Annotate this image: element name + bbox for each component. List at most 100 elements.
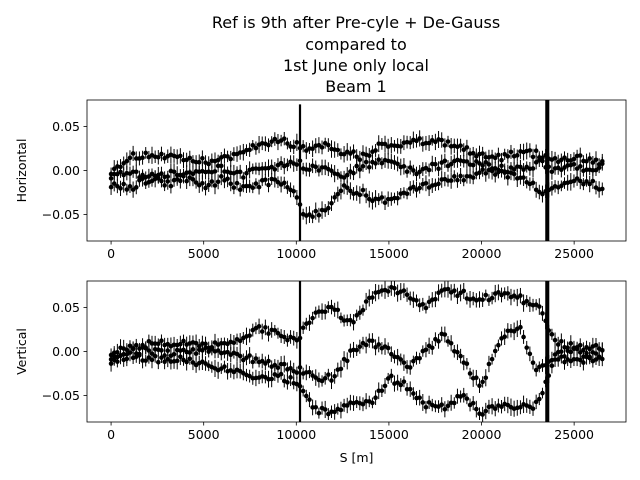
data-point bbox=[474, 406, 479, 412]
title-line-3: 1st June only local bbox=[283, 56, 429, 75]
data-point bbox=[411, 184, 416, 190]
y-axis-label: Horizontal bbox=[14, 139, 29, 203]
data-point bbox=[555, 342, 561, 347]
data-point bbox=[244, 183, 249, 189]
data-point bbox=[152, 353, 158, 359]
data-point bbox=[395, 161, 400, 167]
data-point bbox=[272, 136, 278, 142]
data-point bbox=[344, 358, 350, 364]
data-point bbox=[442, 406, 448, 412]
data-point bbox=[354, 154, 359, 160]
x-tick-label: 10000 bbox=[276, 427, 316, 442]
data-point bbox=[165, 348, 171, 353]
data-point bbox=[458, 143, 463, 148]
data-point bbox=[181, 338, 186, 344]
data-point bbox=[370, 295, 375, 300]
data-point bbox=[159, 355, 164, 360]
data-point bbox=[423, 180, 429, 186]
data-point bbox=[313, 208, 319, 214]
data-point bbox=[587, 156, 592, 161]
plot-area bbox=[108, 281, 605, 422]
data-point bbox=[193, 351, 199, 356]
data-point bbox=[417, 169, 422, 175]
data-point bbox=[297, 365, 303, 370]
data-point bbox=[559, 167, 564, 173]
data-point bbox=[483, 292, 489, 298]
data-point bbox=[237, 169, 243, 175]
data-point bbox=[543, 152, 548, 158]
data-point bbox=[385, 289, 391, 294]
data-point bbox=[206, 182, 211, 188]
data-point bbox=[559, 338, 564, 344]
data-point bbox=[489, 356, 495, 362]
data-point bbox=[300, 143, 306, 149]
data-point bbox=[108, 176, 114, 181]
data-point bbox=[370, 400, 375, 406]
x-tick-label: 15000 bbox=[369, 246, 409, 261]
data-point bbox=[496, 152, 501, 158]
data-point bbox=[458, 353, 463, 359]
data-point bbox=[310, 315, 315, 321]
data-point bbox=[272, 167, 278, 172]
data-point bbox=[124, 356, 130, 362]
data-point bbox=[111, 181, 117, 186]
data-point bbox=[489, 295, 495, 301]
data-point bbox=[146, 174, 152, 179]
data-point bbox=[499, 404, 504, 410]
data-point bbox=[483, 375, 489, 381]
data-point bbox=[285, 162, 290, 168]
data-point bbox=[562, 359, 567, 365]
x-tick-label: 10000 bbox=[276, 246, 316, 261]
data-point bbox=[571, 178, 577, 184]
data-point bbox=[549, 169, 555, 175]
data-point bbox=[599, 186, 605, 192]
data-point bbox=[288, 375, 293, 380]
data-point bbox=[332, 195, 337, 200]
data-point bbox=[417, 356, 422, 361]
data-point bbox=[445, 403, 451, 409]
y-tick-label: 0.05 bbox=[52, 119, 80, 134]
data-point bbox=[256, 324, 262, 329]
data-point bbox=[480, 379, 485, 385]
data-point bbox=[171, 169, 177, 175]
data-point bbox=[313, 375, 319, 380]
data-point bbox=[426, 167, 432, 173]
data-point bbox=[332, 409, 337, 415]
x-tick-label: 5000 bbox=[188, 246, 220, 261]
data-point bbox=[313, 404, 319, 410]
data-point bbox=[190, 360, 196, 365]
data-point bbox=[395, 195, 400, 201]
data-point bbox=[297, 158, 303, 164]
data-point bbox=[193, 340, 199, 346]
data-point bbox=[574, 176, 580, 181]
data-point bbox=[577, 357, 583, 363]
data-point bbox=[272, 327, 278, 333]
data-point bbox=[470, 162, 476, 168]
data-point bbox=[389, 373, 394, 379]
data-point bbox=[159, 151, 164, 157]
data-point bbox=[373, 148, 378, 153]
data-point bbox=[329, 168, 334, 174]
data-point bbox=[143, 358, 149, 363]
data-point bbox=[266, 358, 271, 364]
data-point bbox=[581, 181, 586, 187]
data-point bbox=[143, 150, 149, 156]
data-point bbox=[338, 315, 344, 321]
data-point bbox=[395, 380, 400, 385]
data-point bbox=[445, 139, 451, 144]
data-point bbox=[278, 371, 284, 377]
data-point bbox=[250, 359, 256, 365]
data-point bbox=[326, 372, 331, 377]
data-point bbox=[357, 192, 363, 198]
data-point bbox=[354, 163, 359, 169]
horizontal-panel: 0 5000 10000 15000 20000 25000 −0.05 0.00 0.05 Ho… bbox=[14, 99, 627, 261]
data-point bbox=[332, 374, 337, 379]
data-point bbox=[389, 351, 394, 357]
data-point bbox=[587, 346, 592, 352]
data-point bbox=[285, 141, 290, 146]
data-point bbox=[433, 296, 438, 302]
data-point bbox=[436, 166, 441, 172]
data-point bbox=[291, 188, 297, 194]
data-point bbox=[436, 339, 441, 344]
data-point bbox=[300, 325, 306, 331]
